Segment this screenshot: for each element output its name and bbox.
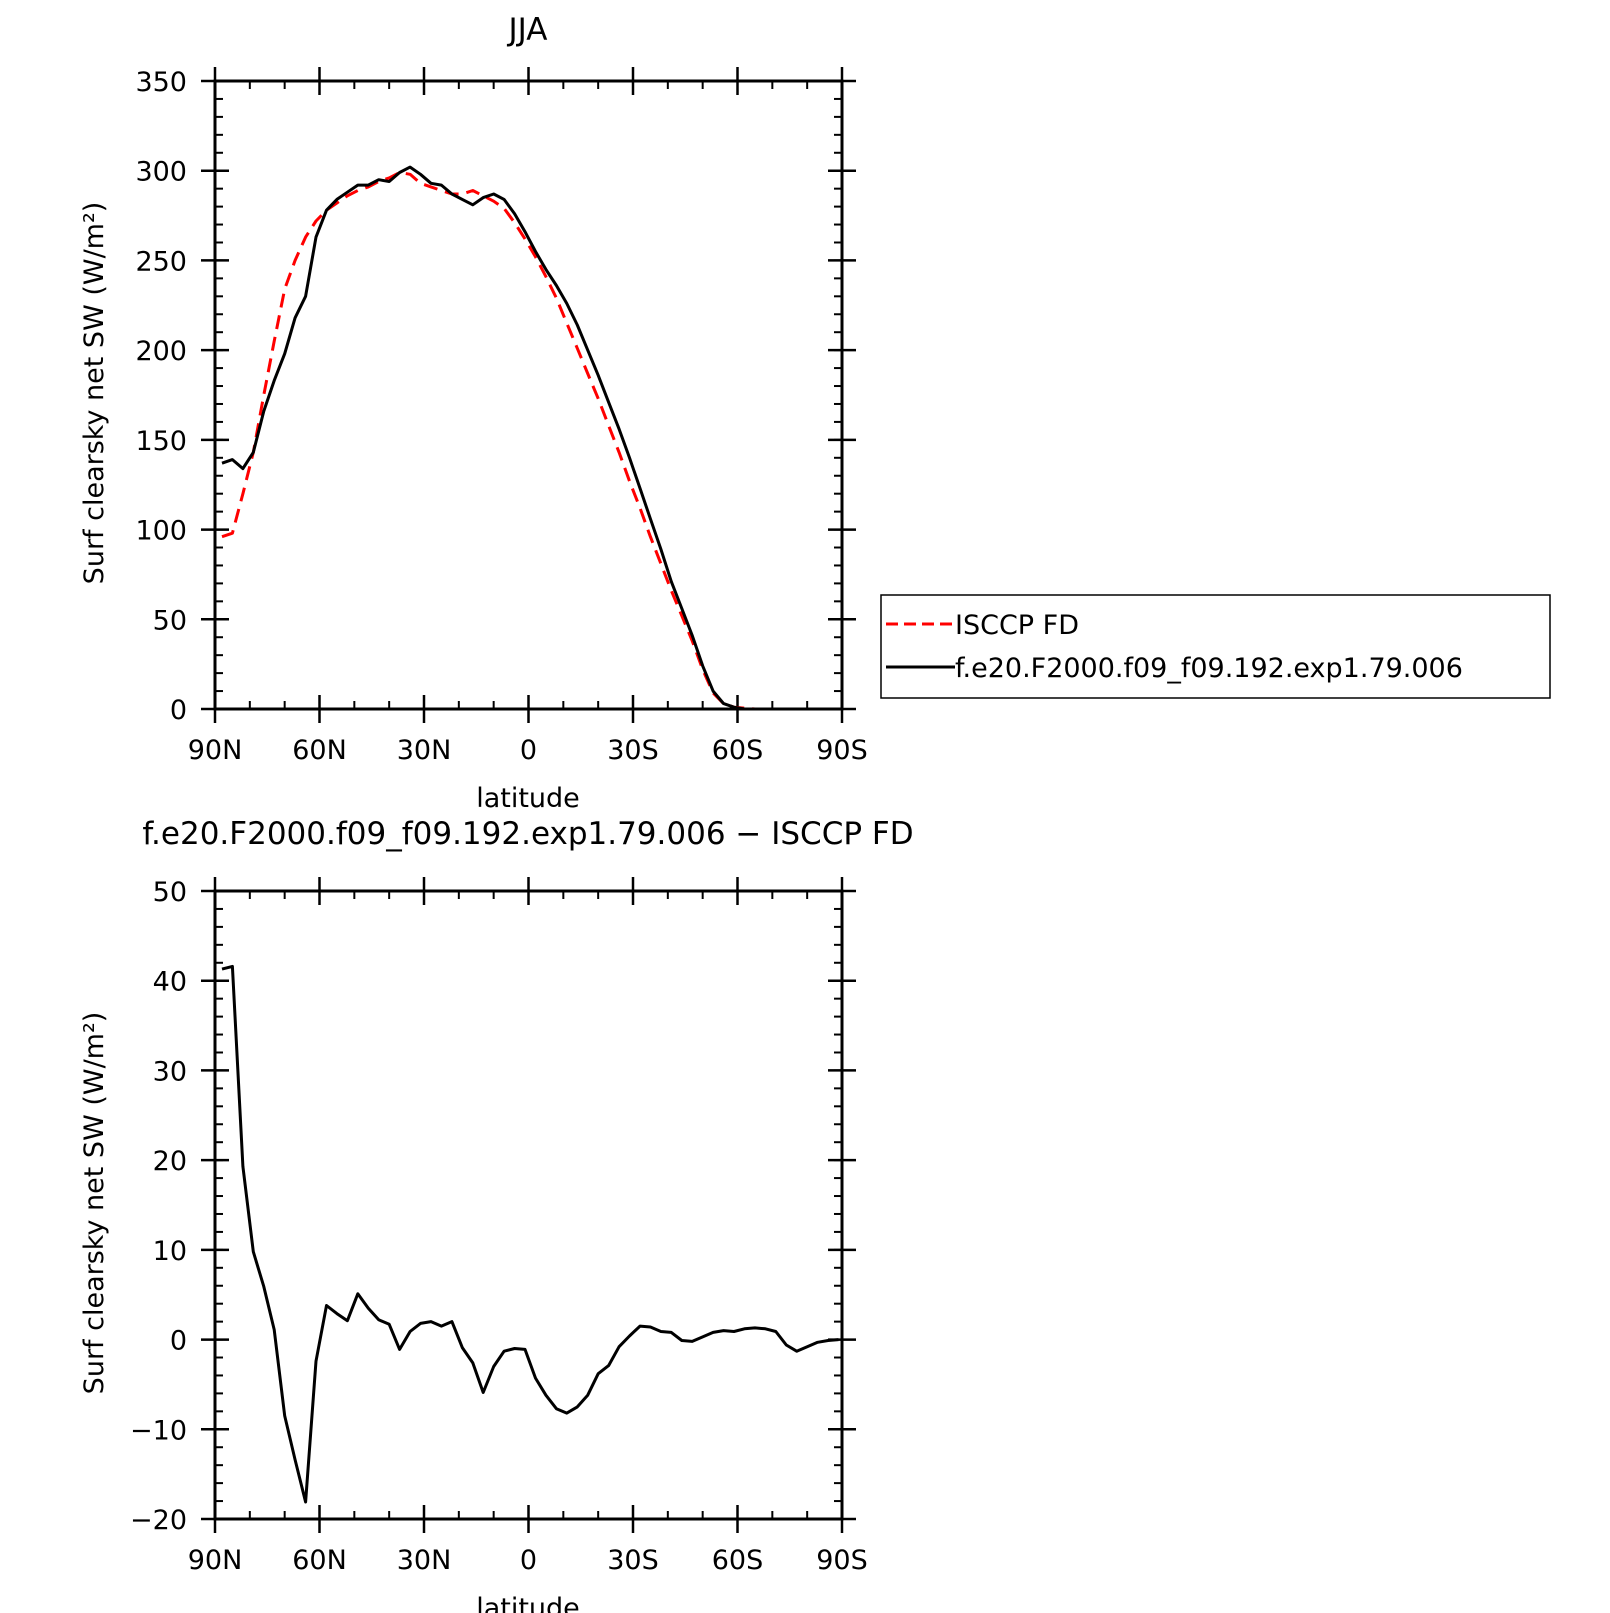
top-chart-title: JJA — [507, 12, 548, 48]
bottom-chart-title: f.e20.F2000.f09_f09.192.exp1.79.006 − IS… — [142, 816, 913, 852]
top-y-tick-label: 200 — [135, 336, 187, 367]
top-x-tick-label: 60N — [292, 735, 347, 766]
bottom-y-tick-label: 0 — [170, 1326, 187, 1357]
bottom-y-tick-label: 50 — [153, 877, 187, 908]
top-y-tick-label: 250 — [135, 246, 187, 277]
bottom-x-tick-label: 90S — [816, 1545, 868, 1576]
bottom-x-tick-label: 30N — [397, 1545, 452, 1576]
top-x-tick-label: 90S — [816, 735, 868, 766]
top-x-tick-label: 30S — [607, 735, 659, 766]
bottom-tick-layer: 90N 60N 30N 0 30S 60S 90S −20 −10 0 10 20 30 40 50 — [130, 877, 868, 1576]
bottom-x-axis-title: latitude — [476, 1593, 580, 1613]
top-x-tick-label: 90N — [188, 735, 243, 766]
bottom-y-tick-label: −10 — [130, 1415, 187, 1446]
top-y-tick-label: 150 — [135, 426, 187, 457]
top-y-tick-label: 0 — [170, 695, 187, 726]
bottom-plot-frame — [213, 889, 844, 1521]
top-series-layer — [221, 165, 839, 711]
top-x-tick-label: 60S — [712, 735, 764, 766]
bottom-y-tick-label: 30 — [153, 1056, 187, 1087]
top-y-tick-label: 300 — [135, 157, 187, 188]
top-panel: JJA Surf clearsky net SW (W/m²) latitude… — [79, 12, 868, 814]
bottom-series-line-0 — [221, 964, 839, 1504]
top-x-tick-label: 0 — [520, 735, 537, 766]
legend-box — [880, 594, 1551, 699]
legend: ISCCP FD f.e20.F2000.f09_f09.192.exp1.79… — [880, 594, 1551, 699]
bottom-y-axis-title: Surf clearsky net SW (W/m²) — [79, 1012, 110, 1395]
bottom-x-tick-label: 0 — [520, 1545, 537, 1576]
bottom-x-tick-label: 60S — [712, 1545, 764, 1576]
bottom-panel: f.e20.F2000.f09_f09.192.exp1.79.006 − IS… — [79, 816, 914, 1613]
bottom-x-tick-label: 60N — [292, 1545, 347, 1576]
top-x-tick-label: 30N — [397, 735, 452, 766]
top-y-tick-label: 350 — [135, 67, 187, 98]
bottom-x-tick-label: 30S — [607, 1545, 659, 1576]
top-x-axis-title: latitude — [476, 783, 580, 814]
bottom-y-tick-label: 40 — [153, 967, 187, 998]
bottom-series-layer — [221, 964, 839, 1504]
legend-label-model: f.e20.F2000.f09_f09.192.exp1.79.006 — [955, 653, 1463, 684]
top-y-axis-title: Surf clearsky net SW (W/m²) — [79, 202, 110, 585]
top-y-tick-label: 100 — [135, 516, 187, 547]
bottom-y-tick-label: −20 — [130, 1505, 187, 1536]
bottom-y-tick-label: 20 — [153, 1146, 187, 1177]
bottom-x-tick-label: 90N — [188, 1545, 243, 1576]
legend-label-isccp: ISCCP FD — [955, 610, 1079, 641]
top-tick-layer: 90N 60N 30N 0 30S 60S 90S 0 50 100 150 200 250 300 350 — [135, 67, 868, 766]
top-y-tick-label: 50 — [153, 605, 187, 636]
top-plot-frame — [213, 79, 844, 711]
bottom-y-tick-label: 10 — [153, 1236, 187, 1267]
